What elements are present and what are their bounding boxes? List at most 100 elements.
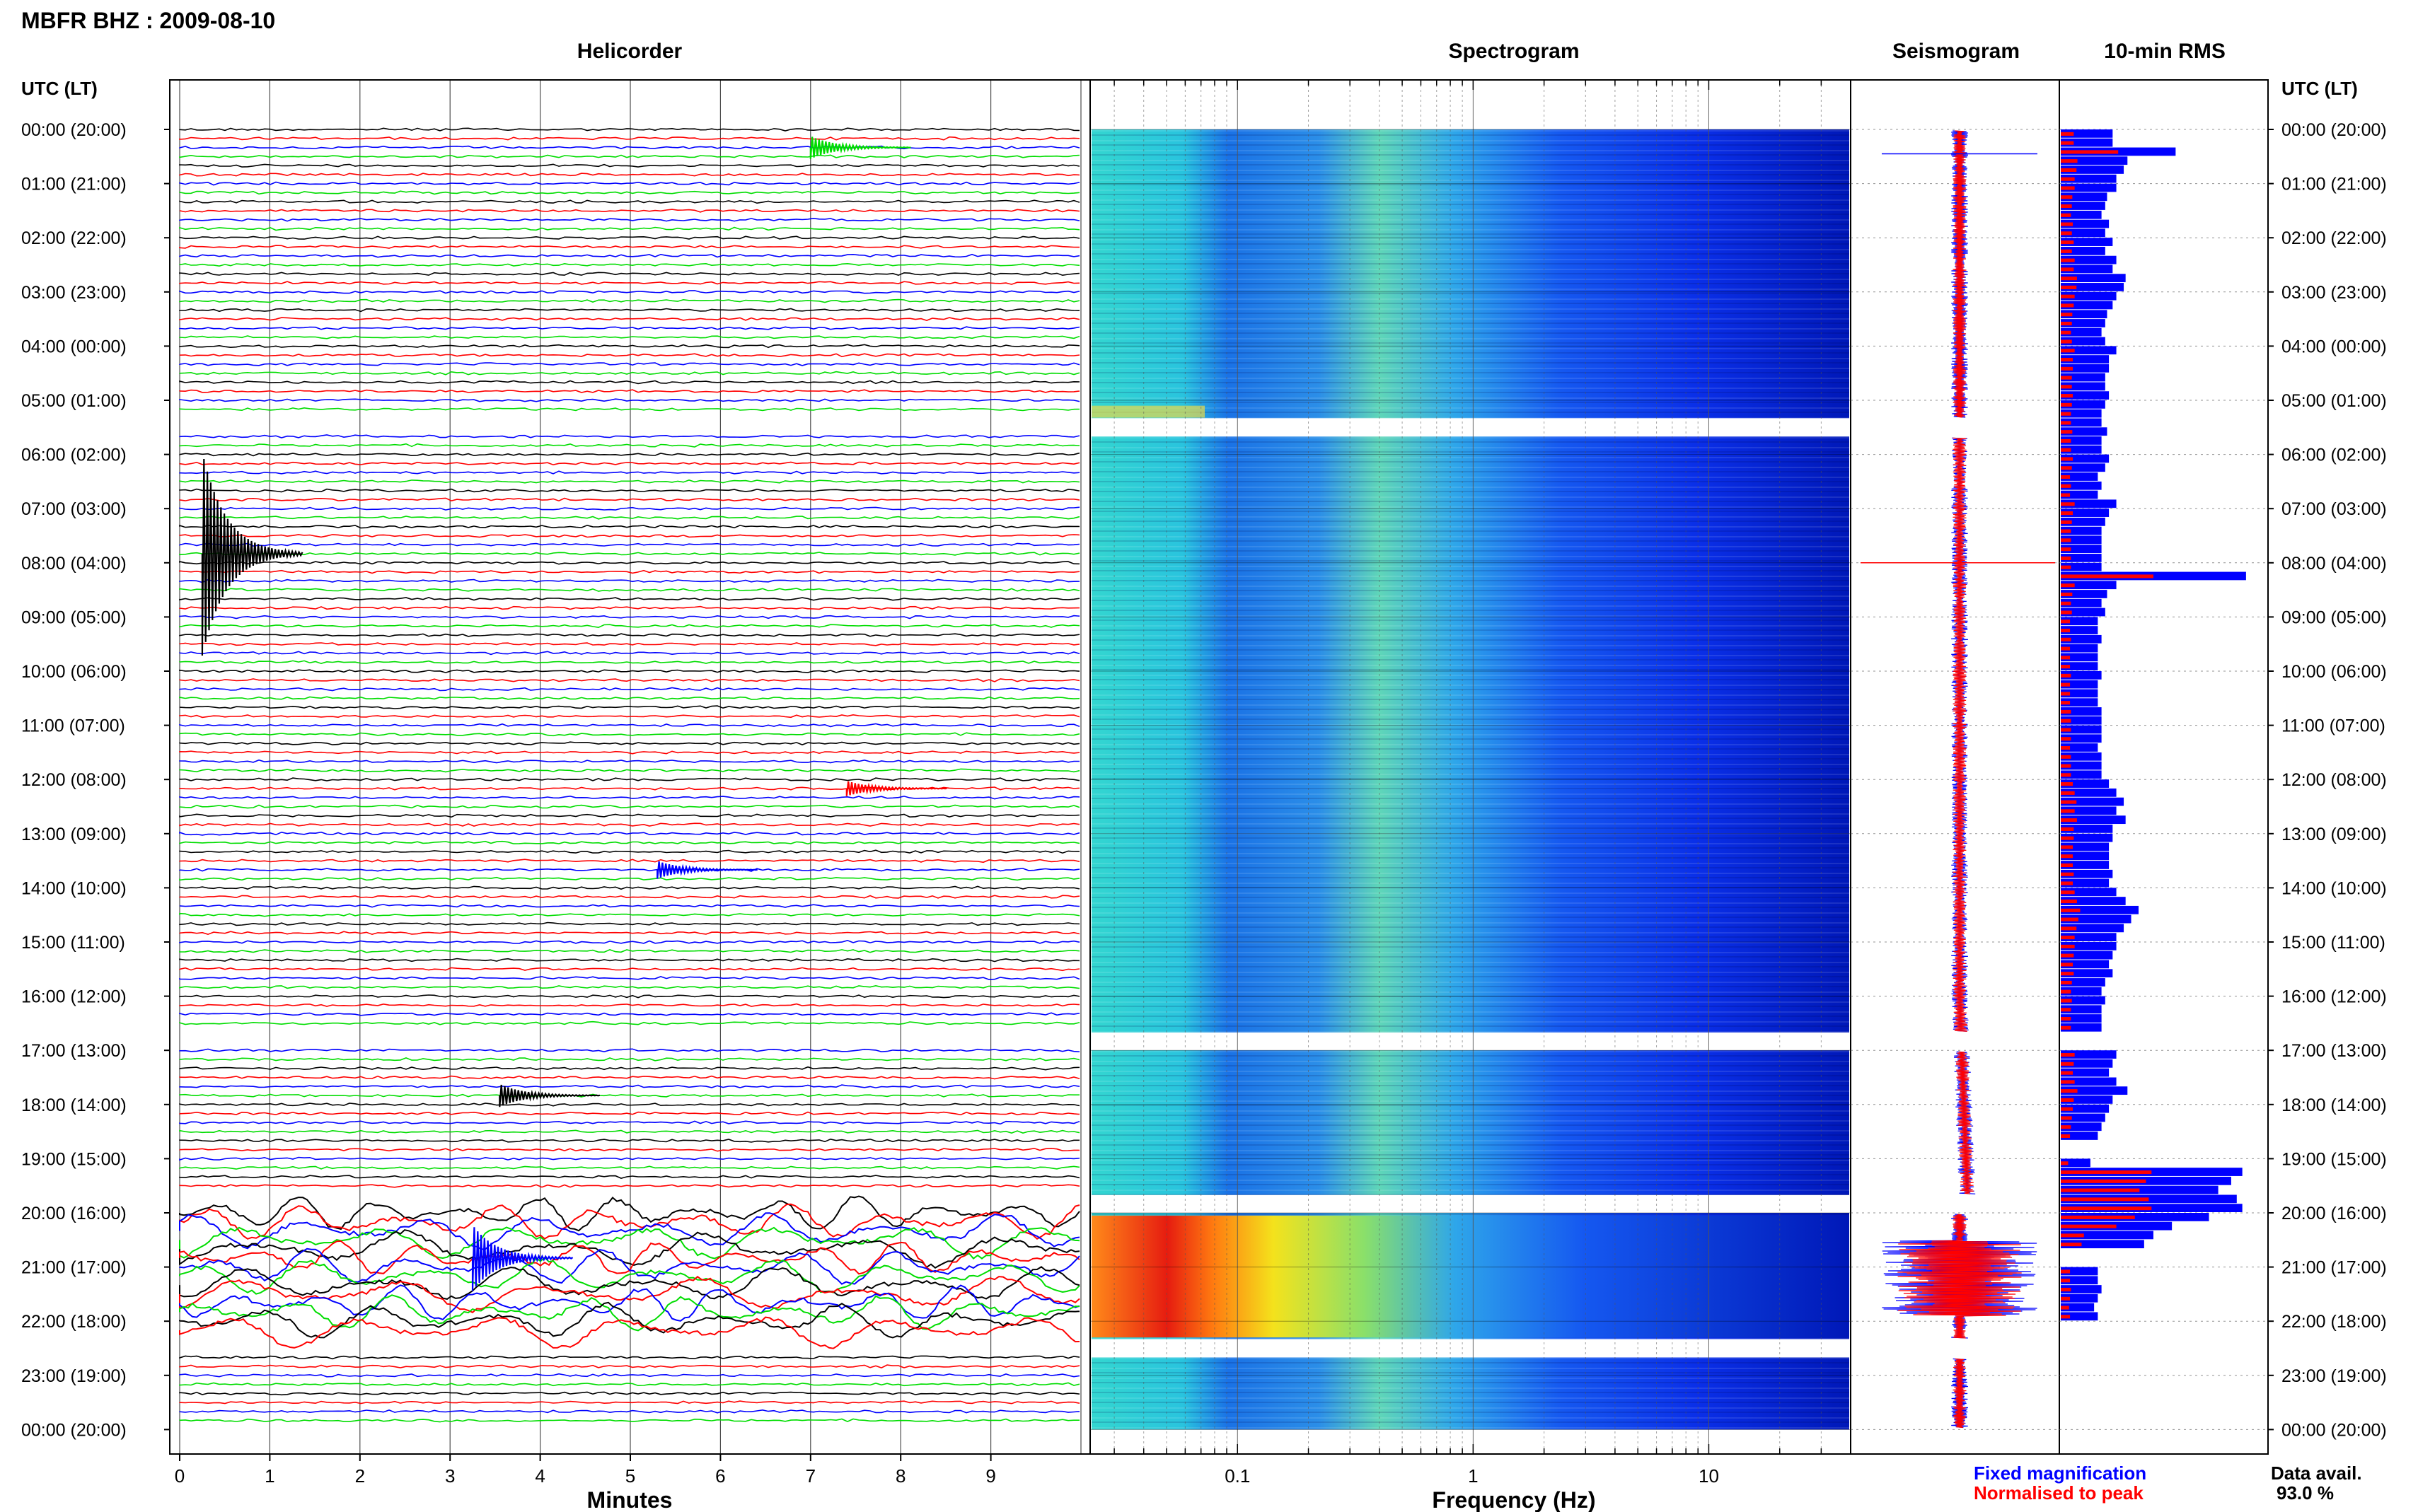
helicorder-trace bbox=[179, 1391, 1080, 1396]
helicorder-trace bbox=[179, 904, 1080, 908]
helicorder-trace bbox=[179, 127, 1080, 132]
rms-bar-normalised bbox=[2061, 745, 2071, 750]
helicorder-event bbox=[656, 861, 758, 879]
rms-bar-fixed bbox=[2061, 409, 2102, 418]
rms-bar-fixed bbox=[2061, 662, 2098, 670]
rms-bar-normalised bbox=[2061, 809, 2075, 813]
rms-bar-normalised bbox=[2061, 141, 2074, 145]
rms-bar-fixed bbox=[2061, 671, 2102, 680]
seismogram-normalised-trace bbox=[1953, 130, 1967, 418]
helicorder-trace bbox=[179, 1075, 1080, 1080]
rms-bar-normalised bbox=[2061, 791, 2075, 795]
rms-bar-normalised bbox=[2061, 565, 2071, 569]
rms-bar-normalised bbox=[2061, 213, 2071, 217]
rms-bar-normalised bbox=[2061, 366, 2073, 371]
rms-bar-normalised bbox=[2061, 538, 2071, 542]
helicorder-trace bbox=[179, 1382, 1080, 1387]
rms-bar-normalised bbox=[2061, 376, 2072, 380]
helicorder-trace bbox=[179, 190, 1080, 195]
rms-bar-normalised bbox=[2061, 1062, 2074, 1066]
rms-bar-normalised bbox=[2061, 989, 2071, 994]
rms-bar-fixed bbox=[2061, 1312, 2098, 1321]
rms-bar-normalised bbox=[2061, 1016, 2071, 1021]
rms-bar-normalised bbox=[2061, 1161, 2069, 1165]
rms-bar-normalised bbox=[2061, 1116, 2072, 1120]
rms-bar-fixed bbox=[2061, 562, 2102, 571]
helicorder-trace bbox=[179, 687, 1080, 692]
helicorder-trace bbox=[179, 1240, 1080, 1275]
rms-bar-normalised bbox=[2061, 872, 2074, 876]
rms-bar-normalised bbox=[2061, 267, 2074, 272]
helicorder-trace bbox=[179, 1111, 1080, 1116]
minute-tick-labels: 0 1 2 3 4 5 6 7 8 9 bbox=[175, 1454, 996, 1487]
rms-bar-normalised bbox=[2061, 701, 2071, 705]
rms-bar-normalised bbox=[2061, 574, 2153, 578]
rms-bar-normalised bbox=[2061, 972, 2074, 976]
hour-label-left: 23:00 (19:00) bbox=[21, 1366, 127, 1386]
helicorder-trace bbox=[179, 569, 1080, 574]
helicorder-trace bbox=[179, 723, 1080, 728]
rms-bar-normalised bbox=[2061, 150, 2119, 154]
helicorder-trace bbox=[179, 524, 1080, 529]
hour-label-left: 00:00 (20:00) bbox=[21, 1420, 127, 1440]
helicorder-trace bbox=[179, 804, 1080, 809]
helicorder-trace bbox=[179, 1147, 1080, 1152]
rms-bar-normalised bbox=[2061, 709, 2071, 714]
rms-bar-fixed bbox=[2061, 481, 2102, 490]
rms-bar-normalised bbox=[2061, 656, 2071, 660]
helicorder-trace bbox=[179, 335, 1080, 339]
rms-bar-fixed bbox=[2061, 165, 2124, 174]
helicorder-trace bbox=[179, 1057, 1080, 1062]
helicorder-trace bbox=[179, 488, 1080, 493]
helicorder-trace bbox=[179, 1266, 1080, 1300]
rms-bar-fixed bbox=[2061, 192, 2107, 202]
rms-bar-normalised bbox=[2061, 249, 2072, 253]
rms-bar-fixed bbox=[2061, 1285, 2102, 1293]
rms-bar-fixed bbox=[2061, 1293, 2098, 1303]
helicorder-trace bbox=[179, 281, 1080, 285]
hour-label-left: 15:00 (11:00) bbox=[21, 933, 125, 953]
minute-tick-label: 0 bbox=[175, 1465, 185, 1487]
rms-bar-fixed bbox=[2061, 291, 2117, 301]
rms-bar-fixed bbox=[2061, 526, 2102, 535]
helicorder-trace bbox=[179, 588, 1080, 592]
rms-bar-normalised bbox=[2061, 610, 2072, 615]
rms-bar-normalised bbox=[2061, 682, 2071, 687]
seismogram-normalised-trace bbox=[1955, 1051, 1974, 1194]
rms-bar-normalised bbox=[2061, 899, 2077, 904]
helicorder-trace bbox=[179, 921, 1080, 926]
helicorder-trace bbox=[179, 1084, 1080, 1088]
helicorder-trace bbox=[179, 362, 1080, 366]
helicorder-trace bbox=[179, 958, 1080, 963]
rms-bar-fixed bbox=[2061, 725, 2102, 734]
rms-bar-normalised bbox=[2061, 1206, 2152, 1211]
helicorder-trace bbox=[179, 931, 1080, 936]
helicorder-trace bbox=[179, 822, 1080, 827]
rms-bar-fixed bbox=[2061, 689, 2098, 698]
spectrogram-high-energy-band bbox=[1092, 1215, 1849, 1338]
rms-bar-fixed bbox=[2061, 400, 2105, 409]
frequency-tick-labels: 0.1 1 10 bbox=[1225, 1465, 1719, 1487]
helicorder-trace bbox=[179, 1256, 1080, 1295]
hour-label-right: 20:00 (16:00) bbox=[2281, 1204, 2387, 1223]
helicorder-trace bbox=[179, 642, 1080, 646]
rms-bar-fixed bbox=[2061, 246, 2105, 255]
minute-tick-label: 1 bbox=[265, 1465, 274, 1487]
rms-bar-fixed bbox=[2061, 346, 2117, 355]
helicorder-trace bbox=[179, 949, 1080, 953]
hour-label-right: 19:00 (15:00) bbox=[2281, 1149, 2387, 1169]
rms-bar-normalised bbox=[2061, 1053, 2075, 1057]
hour-label-right: 02:00 (22:00) bbox=[2281, 228, 2387, 248]
helicorder-trace bbox=[179, 1165, 1080, 1170]
rms-bar-fixed bbox=[2061, 1113, 2105, 1122]
rms-bar-normalised bbox=[2061, 890, 2075, 895]
rms-bar-fixed bbox=[2061, 1050, 2117, 1059]
rms-bar-fixed bbox=[2061, 445, 2102, 454]
rms-bar-normalised bbox=[2061, 583, 2075, 588]
rms-bar-normalised bbox=[2061, 195, 2073, 199]
helicorder-trace bbox=[179, 443, 1080, 448]
rms-bar-fixed bbox=[2061, 427, 2107, 436]
rms-bar-normalised bbox=[2061, 168, 2077, 173]
rms-bar-fixed bbox=[2061, 905, 2139, 914]
